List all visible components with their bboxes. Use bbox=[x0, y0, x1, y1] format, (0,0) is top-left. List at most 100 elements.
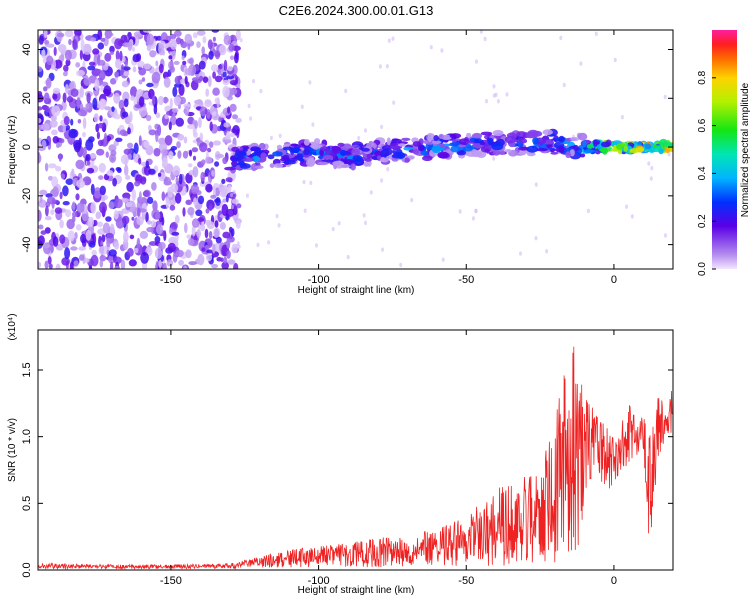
noise-blob bbox=[99, 115, 103, 122]
noise-blob bbox=[168, 121, 172, 131]
noise-blob bbox=[152, 200, 158, 212]
noise-blob bbox=[128, 259, 137, 267]
noise-blob bbox=[202, 76, 209, 83]
noise-blob bbox=[125, 175, 131, 180]
noise-blob bbox=[364, 220, 367, 226]
noise-blob bbox=[178, 104, 181, 110]
noise-blob bbox=[74, 232, 78, 240]
snr-series-line bbox=[38, 346, 673, 570]
noise-blob bbox=[49, 119, 58, 128]
noise-blob bbox=[44, 216, 52, 221]
noise-blob bbox=[214, 220, 219, 228]
noise-blob bbox=[303, 208, 307, 213]
noise-blob bbox=[59, 234, 66, 244]
noise-blob bbox=[183, 265, 188, 269]
noise-blob bbox=[220, 200, 224, 208]
ridge-blob bbox=[670, 147, 673, 151]
noise-blob bbox=[146, 226, 155, 233]
ridge-blob bbox=[644, 143, 652, 150]
noise-blob bbox=[191, 147, 199, 153]
noise-blob bbox=[123, 98, 129, 108]
noise-blob bbox=[125, 201, 132, 208]
noise-blob bbox=[153, 147, 161, 157]
noise-blob bbox=[229, 132, 236, 138]
ridge-blob bbox=[331, 146, 342, 154]
noise-blob bbox=[215, 153, 224, 159]
noise-blob bbox=[100, 98, 107, 109]
noise-blob bbox=[113, 140, 119, 147]
noise-blob bbox=[68, 38, 72, 46]
noise-blob bbox=[45, 205, 49, 217]
noise-blob bbox=[227, 184, 232, 194]
x-tick-label: -100 bbox=[308, 575, 330, 587]
noise-blob bbox=[97, 30, 103, 40]
ridge-blob bbox=[504, 149, 512, 153]
noise-blob bbox=[209, 141, 214, 149]
noise-blob bbox=[191, 225, 196, 237]
noise-blob bbox=[174, 214, 180, 224]
noise-blob bbox=[205, 219, 212, 226]
ridge-blob bbox=[664, 142, 673, 148]
noise-blob bbox=[239, 37, 243, 43]
ridge-blob bbox=[250, 163, 258, 172]
noise-blob bbox=[124, 59, 129, 67]
noise-blob bbox=[115, 58, 122, 69]
noise-blob bbox=[100, 37, 106, 42]
noise-blob bbox=[143, 63, 151, 70]
noise-blob bbox=[145, 211, 149, 223]
noise-blob bbox=[227, 65, 233, 72]
noise-blob bbox=[119, 129, 127, 136]
noise-blob bbox=[114, 38, 123, 50]
noise-blob bbox=[198, 117, 202, 128]
noise-blob bbox=[46, 43, 55, 48]
noise-blob bbox=[172, 86, 178, 98]
noise-blob bbox=[485, 99, 488, 104]
noise-blob bbox=[50, 114, 58, 122]
x-tick-label: -50 bbox=[458, 575, 474, 587]
noise-blob bbox=[534, 182, 538, 187]
noise-blob bbox=[205, 156, 213, 164]
noise-blob bbox=[140, 252, 150, 264]
ridge-blob bbox=[504, 135, 516, 144]
noise-blob bbox=[42, 243, 51, 249]
noise-blob bbox=[166, 259, 174, 267]
noise-blob bbox=[80, 233, 87, 244]
noise-blob bbox=[103, 132, 108, 144]
ridge-blob bbox=[307, 157, 316, 166]
noise-blob bbox=[75, 193, 80, 201]
noise-blob bbox=[228, 226, 233, 233]
noise-blob bbox=[101, 234, 106, 243]
noise-blob bbox=[228, 43, 235, 52]
noise-blob bbox=[51, 129, 58, 136]
noise-blob bbox=[664, 233, 667, 238]
noise-blob bbox=[201, 220, 205, 231]
noise-blob bbox=[162, 97, 169, 104]
noise-blob bbox=[113, 256, 122, 264]
noise-blob bbox=[119, 50, 123, 62]
noise-blob bbox=[88, 61, 96, 66]
noise-blob bbox=[40, 230, 47, 235]
noise-blob bbox=[183, 136, 188, 144]
ridge-blob bbox=[420, 150, 429, 156]
noise-blob bbox=[223, 122, 231, 128]
noise-blob bbox=[136, 237, 141, 250]
noise-blob bbox=[212, 71, 217, 79]
ridge-blob bbox=[343, 159, 355, 165]
ridge-blob bbox=[391, 138, 402, 144]
ridge-blob bbox=[239, 163, 251, 169]
noise-blob bbox=[357, 136, 361, 141]
noise-blob bbox=[362, 213, 366, 218]
noise-blob bbox=[97, 139, 104, 147]
noise-blob bbox=[185, 172, 193, 184]
noise-blob bbox=[123, 71, 130, 77]
ridge-blob bbox=[311, 151, 316, 155]
noise-blob bbox=[231, 198, 239, 204]
noise-blob bbox=[199, 132, 204, 141]
noise-blob bbox=[337, 221, 341, 226]
ridge-blob bbox=[433, 135, 439, 141]
noise-blob bbox=[120, 154, 129, 165]
noise-blob bbox=[109, 45, 115, 54]
noise-blob bbox=[102, 64, 109, 71]
noise-blob bbox=[184, 33, 193, 44]
noise-blob bbox=[71, 168, 75, 178]
